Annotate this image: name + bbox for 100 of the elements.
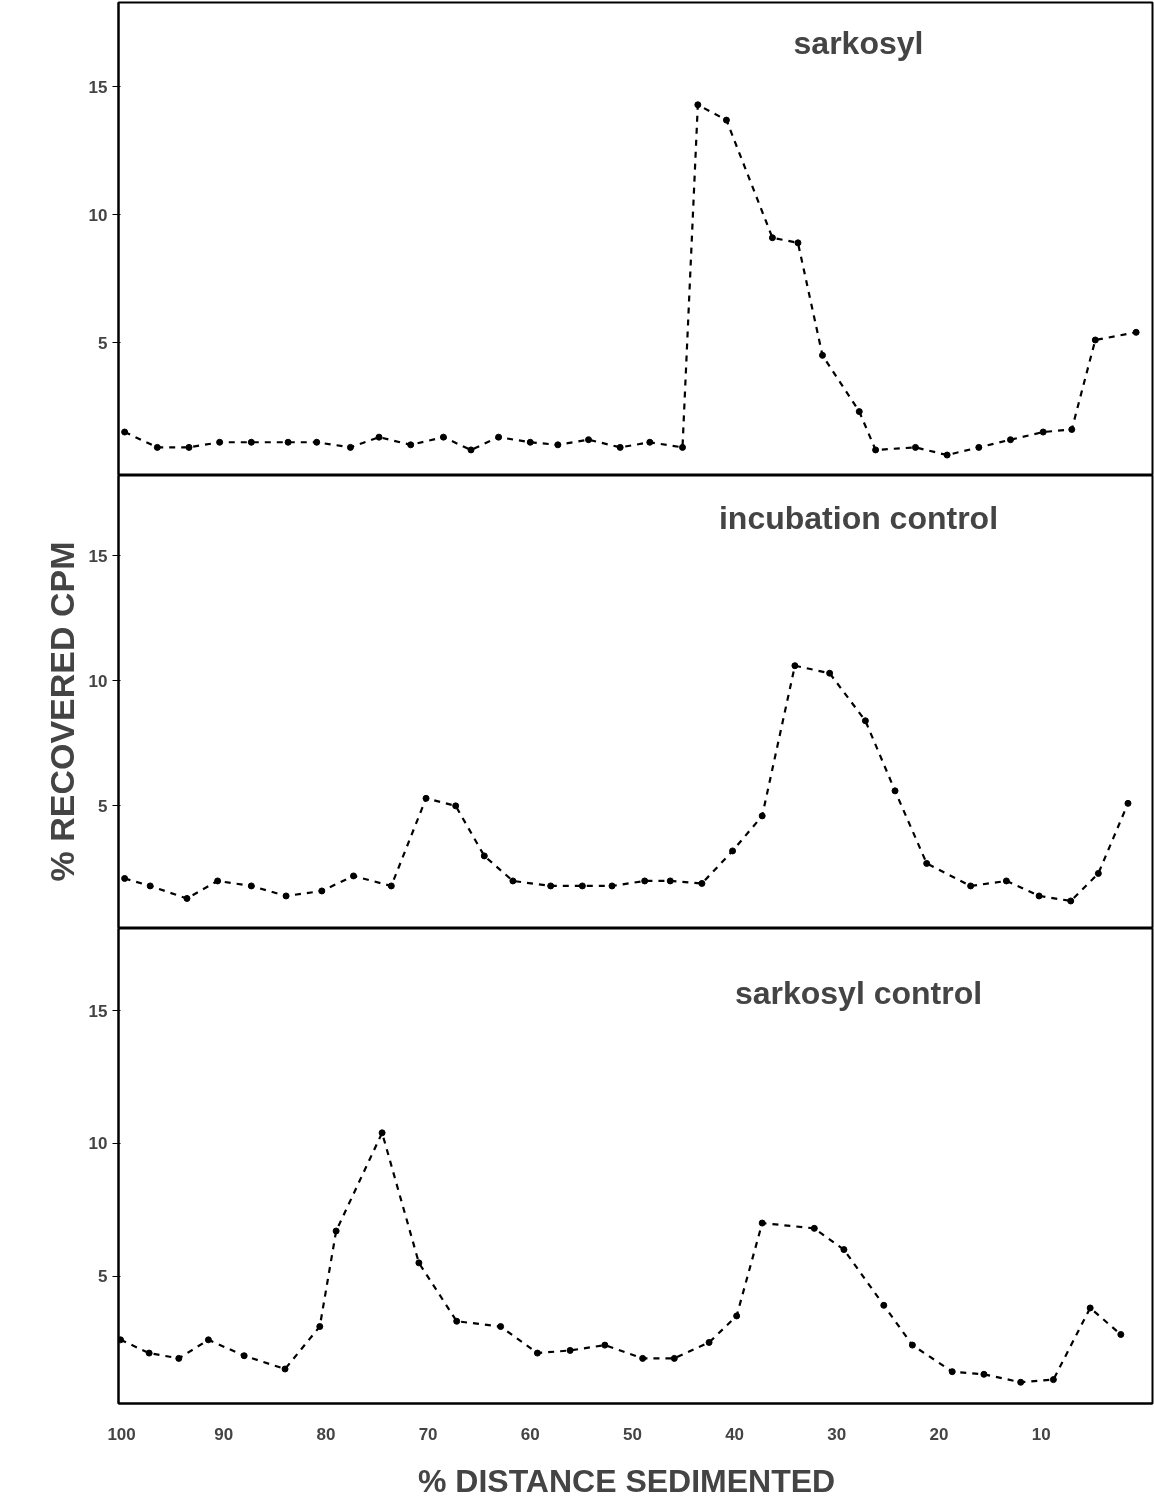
point — [705, 1338, 713, 1346]
point — [1049, 1376, 1057, 1384]
point — [350, 872, 357, 880]
y-tick-label: 10 — [88, 205, 108, 225]
point — [608, 882, 616, 890]
point — [698, 879, 706, 887]
point — [284, 438, 292, 446]
point — [578, 882, 586, 890]
point — [318, 887, 326, 895]
point — [826, 669, 834, 677]
point — [1086, 1304, 1094, 1312]
point — [1094, 869, 1102, 877]
x-tick-label: 90 — [214, 1424, 234, 1444]
point — [891, 787, 899, 795]
point — [923, 859, 931, 867]
point — [670, 1354, 678, 1362]
text: incubation control — [718, 499, 999, 536]
y-tick-label: 5 — [98, 796, 108, 816]
point — [497, 1323, 505, 1331]
x-tick-label: 40 — [725, 1424, 745, 1444]
point — [533, 1349, 541, 1357]
x-tick-label: 80 — [316, 1424, 336, 1444]
point — [861, 717, 869, 725]
point — [880, 1301, 888, 1309]
point — [1068, 425, 1076, 433]
x-axis-title: % DISTANCE SEDIMENTED — [418, 1462, 836, 1499]
y-tick-label: 10 — [88, 1134, 108, 1154]
point — [1039, 428, 1047, 436]
point — [818, 351, 826, 359]
point — [415, 1259, 423, 1267]
point — [467, 446, 475, 454]
point — [980, 1370, 988, 1378]
point — [943, 451, 951, 459]
point — [216, 438, 224, 446]
point — [153, 443, 161, 451]
x-tick-label: 20 — [929, 1424, 949, 1444]
point — [452, 802, 460, 810]
point — [1117, 1331, 1125, 1338]
point — [247, 438, 255, 446]
point — [948, 1368, 956, 1376]
point — [378, 1129, 386, 1137]
point — [1067, 897, 1075, 905]
point — [639, 1354, 647, 1362]
x-tick-label: 10 — [1031, 1424, 1051, 1444]
point — [332, 1227, 340, 1235]
point — [554, 441, 562, 449]
y-tick-label: 5 — [98, 333, 108, 353]
point — [204, 1336, 212, 1344]
point — [453, 1317, 461, 1325]
point — [1124, 799, 1132, 807]
point — [313, 438, 321, 446]
y-tick-label: 5 — [98, 1267, 108, 1287]
point — [175, 1354, 183, 1362]
point — [1132, 328, 1140, 336]
point — [422, 794, 430, 802]
point — [1006, 436, 1014, 444]
x-tick-label: 50 — [622, 1424, 642, 1444]
point — [666, 877, 674, 885]
y-tick-label: 15 — [88, 77, 108, 97]
point — [768, 234, 776, 242]
x-tick-label: 70 — [418, 1424, 438, 1444]
x-tick-label: 60 — [520, 1424, 540, 1444]
point — [387, 882, 395, 890]
text: sarkosyl control — [734, 974, 983, 1011]
point — [547, 882, 555, 890]
point — [855, 408, 863, 416]
point — [911, 443, 919, 451]
point — [495, 433, 503, 441]
point — [281, 1365, 289, 1373]
y-axis-title: % RECOVERED CPM — [42, 541, 81, 882]
point — [316, 1323, 324, 1331]
point — [566, 1346, 574, 1354]
point — [346, 443, 354, 451]
point — [439, 433, 447, 441]
point — [729, 847, 737, 855]
point — [758, 812, 766, 820]
point — [585, 436, 592, 444]
point — [146, 882, 154, 890]
point — [601, 1341, 609, 1349]
point — [641, 877, 649, 885]
point — [758, 1219, 766, 1227]
point — [791, 662, 799, 670]
y-tick-label: 15 — [88, 1001, 108, 1021]
point — [240, 1352, 248, 1360]
text: sarkosyl — [793, 24, 924, 61]
point — [975, 443, 983, 451]
point — [480, 852, 488, 860]
point — [407, 441, 415, 449]
point — [1002, 877, 1010, 885]
point — [679, 443, 686, 451]
point — [616, 443, 624, 451]
point — [1017, 1378, 1025, 1386]
y-tick-label: 15 — [88, 546, 108, 566]
point — [733, 1312, 741, 1320]
point — [183, 894, 191, 902]
point — [694, 101, 702, 109]
point — [247, 882, 255, 890]
point — [509, 877, 517, 885]
point — [810, 1224, 818, 1232]
x-tick-label: 100 — [107, 1424, 136, 1444]
